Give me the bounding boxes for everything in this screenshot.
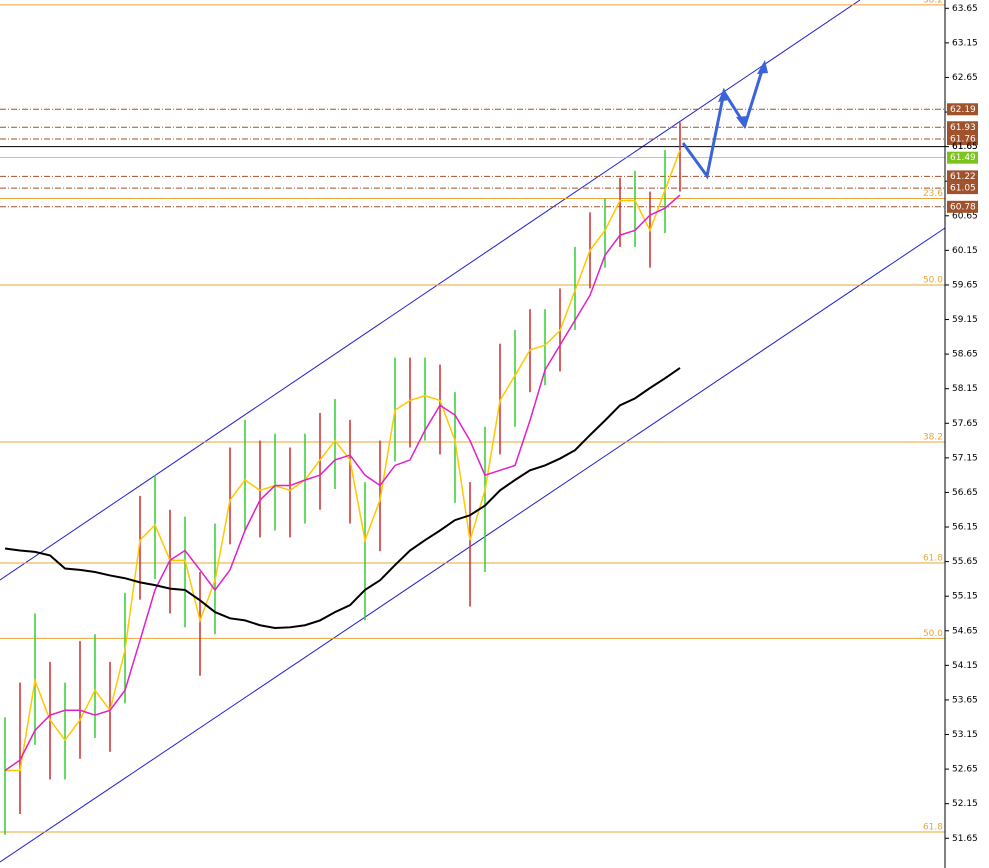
fib-label: 23.6 — [923, 189, 943, 199]
price-axis: 51.65 52.15 52.65 53.15 53.65 54.15 54.65 55.15… — [945, 4, 978, 844]
y-tick-label: 59.65 — [952, 280, 978, 290]
price-box — [947, 200, 978, 213]
price-box — [947, 182, 978, 195]
moving-average — [4, 367, 681, 630]
y-tick-label: 53.15 — [952, 730, 978, 740]
fib-label: 50.0 — [923, 275, 943, 285]
y-tick-label: 60.15 — [952, 246, 978, 256]
fib-label: 38.2 — [923, 432, 943, 442]
y-tick-label: 52.65 — [952, 765, 978, 775]
price-box-label: 61.05 — [950, 184, 976, 194]
fib-label: 61.8 — [923, 553, 943, 563]
y-tick-label: 51.65 — [952, 834, 978, 844]
y-tick-label: 61.65 — [952, 142, 978, 152]
price-box — [947, 121, 978, 134]
y-tick-label: 55.65 — [952, 557, 978, 567]
moving-average — [4, 194, 681, 772]
fib-label: 61.8 — [923, 823, 943, 833]
y-tick-label: 55.15 — [952, 592, 978, 602]
price-box — [947, 170, 978, 183]
fib-label: 38.2 — [923, 0, 943, 5]
price-box-label: 61.22 — [950, 172, 976, 182]
arrow-head — [757, 60, 768, 74]
y-tick-label: 63.15 — [952, 38, 978, 48]
current-price-label: 61.65 — [952, 142, 978, 152]
price-box-label: 61.76 — [950, 135, 976, 145]
channel-lower — [0, 227, 946, 863]
bid-label: 61.49 — [950, 153, 976, 163]
fib-label: 50.0 — [923, 629, 943, 639]
y-tick-label: 58.15 — [952, 384, 978, 394]
price-box-label: 62.19 — [950, 105, 976, 115]
y-tick-label: 56.15 — [952, 523, 978, 533]
arrow-head — [718, 88, 729, 102]
y-tick-label: 62.65 — [952, 73, 978, 83]
moving-average — [5, 149, 681, 772]
y-tick-label: 54.65 — [952, 626, 978, 636]
y-tick-label: 59.15 — [952, 315, 978, 325]
y-tick-label: 58.65 — [952, 350, 978, 360]
y-tick-label: 54.15 — [952, 661, 978, 671]
y-tick-label: 53.65 — [952, 695, 978, 705]
price-box-label: 60.78 — [950, 202, 976, 212]
y-tick-label: 63.65 — [952, 4, 978, 14]
arrow-head — [736, 116, 748, 129]
price-box — [947, 133, 978, 146]
price-box-label: 61.93 — [950, 123, 976, 133]
y-tick-label: 52.15 — [952, 799, 978, 809]
y-tick-label: 57.65 — [952, 419, 978, 429]
y-tick-label: 56.65 — [952, 488, 978, 498]
plot: 38.2 23.6 50.0 38.2 61.8 50.0 61.8 — [0, 0, 945, 835]
y-tick-label: 60.65 — [952, 211, 978, 221]
y-tick-label: 57.15 — [952, 453, 978, 463]
channel-upper — [0, 0, 861, 581]
bid-box — [947, 151, 978, 164]
price-box — [947, 103, 978, 116]
